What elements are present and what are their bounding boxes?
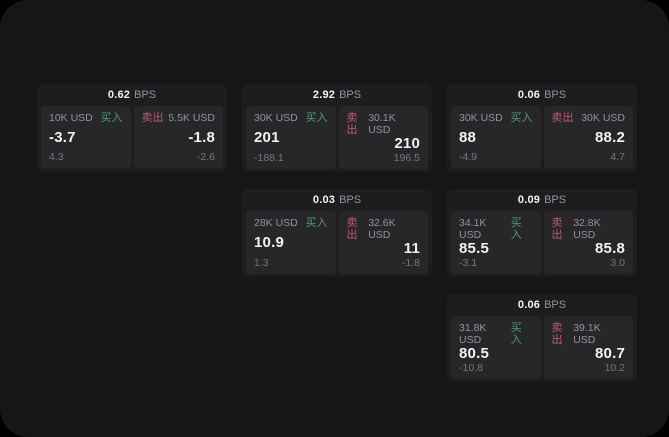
sell-price: 88.2 (595, 128, 625, 146)
bps-unit: BPS (544, 89, 567, 101)
bps-header: 0.09 BPS (447, 189, 637, 211)
sell-tile[interactable]: 卖出 32.6K USD 11 -1.8 (338, 211, 428, 274)
buy-tile[interactable]: 34.1K USD 买入 85.5 -3.1 (451, 211, 541, 274)
sell-size: 5.5K USD (168, 112, 215, 124)
bps-value: 0.06 (517, 89, 541, 101)
bps-header: 0.06 BPS (447, 294, 637, 316)
sell-price: 80.7 (595, 345, 625, 362)
buy-size: 30K USD (254, 112, 298, 124)
quote-card: 0.06 BPS 30K USD 买入 88 -4.9 卖出 30K USD (447, 84, 637, 172)
bps-unit: BPS (339, 89, 362, 101)
quote-card: 2.92 BPS 30K USD 买入 201 -188.1 卖出 30.1K … (242, 84, 432, 172)
bps-header: 0.03 BPS (242, 189, 432, 211)
bps-unit: BPS (544, 194, 567, 206)
buy-size: 34.1K USD (459, 217, 487, 241)
buy-price: 10.9 (254, 234, 284, 251)
buy-label: 买入 (100, 112, 123, 124)
buy-tile[interactable]: 30K USD 买入 201 -188.1 (246, 106, 336, 169)
buy-size: 28K USD (254, 217, 298, 229)
buy-label: 买入 (510, 217, 522, 241)
bps-value: 0.09 (517, 194, 541, 206)
buy-label: 买入 (305, 112, 328, 124)
buy-size: 31.8K USD (459, 322, 487, 346)
buy-sub-value: 1.3 (254, 257, 269, 269)
quote-card-body: 10K USD 买入 -3.7 4.3 卖出 5.5K USD -1.8 -2.… (37, 106, 227, 172)
bps-value: 0.06 (517, 299, 541, 311)
buy-sub-value: -188.1 (254, 152, 284, 164)
quote-card-body: 28K USD 买入 10.9 1.3 卖出 32.6K USD 11 -1.8 (242, 211, 432, 277)
sell-tile[interactable]: 卖出 30.1K USD 210 196.5 (338, 106, 428, 169)
buy-price: 80.5 (459, 345, 489, 362)
buy-tile[interactable]: 10K USD 买入 -3.7 4.3 (41, 106, 131, 168)
sell-price: -1.8 (188, 128, 215, 146)
quote-card-body: 30K USD 买入 88 -4.9 卖出 30K USD 88.2 4.7 (447, 106, 637, 172)
bps-unit: BPS (339, 194, 362, 206)
buy-price: 85.5 (459, 240, 489, 257)
sell-tile[interactable]: 卖出 5.5K USD -1.8 -2.6 (133, 106, 223, 168)
buy-sub-value: -3.1 (459, 257, 478, 269)
bps-value: 0.03 (312, 194, 336, 206)
buy-size: 10K USD (49, 112, 93, 124)
sell-size: 32.6K USD (368, 217, 396, 241)
buy-label: 买入 (510, 322, 522, 346)
sell-sub-value: -2.6 (196, 151, 215, 163)
sell-sub-value: 3.0 (610, 257, 625, 269)
quote-card-body: 30K USD 买入 201 -188.1 卖出 30.1K USD 210 1… (242, 106, 432, 172)
buy-tile[interactable]: 31.8K USD 买入 80.5 -10.8 (451, 316, 541, 379)
buy-price: 88 (459, 128, 477, 146)
buy-price: -3.7 (49, 128, 76, 146)
quote-card: 0.03 BPS 28K USD 买入 10.9 1.3 卖出 32.6K US… (242, 189, 432, 277)
sell-sub-value: 10.2 (604, 362, 625, 374)
bps-value: 0.62 (107, 89, 131, 101)
sell-price: 210 (394, 135, 420, 152)
sell-price: 11 (403, 240, 420, 257)
sell-sub-value: -1.8 (401, 257, 420, 269)
bps-header: 2.92 BPS (242, 84, 432, 106)
sell-label: 卖出 (551, 112, 574, 124)
sell-sub-value: 4.7 (610, 151, 625, 163)
sell-tile[interactable]: 卖出 39.1K USD 80.7 10.2 (543, 316, 633, 379)
sell-size: 30.1K USD (368, 112, 396, 136)
bps-unit: BPS (134, 89, 157, 101)
sell-size: 32.8K USD (573, 217, 601, 241)
buy-sub-value: -4.9 (459, 151, 478, 163)
sell-tile[interactable]: 卖出 32.8K USD 85.8 3.0 (543, 211, 633, 274)
sell-tile[interactable]: 卖出 30K USD 88.2 4.7 (543, 106, 633, 168)
buy-tile[interactable]: 30K USD 买入 88 -4.9 (451, 106, 541, 168)
buy-sub-value: 4.3 (49, 151, 64, 163)
bps-header: 0.06 BPS (447, 84, 637, 106)
sell-label: 卖出 (551, 322, 563, 346)
bps-unit: BPS (544, 299, 567, 311)
quote-card-body: 31.8K USD 买入 80.5 -10.8 卖出 39.1K USD 80.… (447, 316, 637, 382)
buy-label: 买入 (305, 217, 328, 229)
buy-price: 201 (254, 129, 280, 146)
bps-value: 2.92 (312, 89, 336, 101)
sell-label: 卖出 (346, 217, 358, 241)
sell-size: 39.1K USD (573, 322, 601, 346)
buy-label: 买入 (510, 112, 533, 124)
sell-label: 卖出 (346, 112, 358, 136)
sell-sub-value: 196.5 (393, 152, 420, 164)
sell-label: 卖出 (551, 217, 563, 241)
quote-card-grid: 0.62 BPS 10K USD 买入 -3.7 4.3 卖出 5.5K USD (37, 84, 637, 382)
sell-size: 30K USD (581, 112, 625, 124)
buy-sub-value: -10.8 (459, 362, 483, 374)
quote-card: 0.62 BPS 10K USD 买入 -3.7 4.3 卖出 5.5K USD (37, 84, 227, 172)
buy-size: 30K USD (459, 112, 503, 124)
sell-label: 卖出 (141, 112, 164, 124)
sell-price: 85.8 (595, 240, 625, 257)
buy-tile[interactable]: 28K USD 买入 10.9 1.3 (246, 211, 336, 274)
quote-card-body: 34.1K USD 买入 85.5 -3.1 卖出 32.8K USD 85.8… (447, 211, 637, 277)
bps-header: 0.62 BPS (37, 84, 227, 106)
quote-card: 0.06 BPS 31.8K USD 买入 80.5 -10.8 卖出 39.1… (447, 294, 637, 382)
quote-card: 0.09 BPS 34.1K USD 买入 85.5 -3.1 卖出 32.8K… (447, 189, 637, 277)
